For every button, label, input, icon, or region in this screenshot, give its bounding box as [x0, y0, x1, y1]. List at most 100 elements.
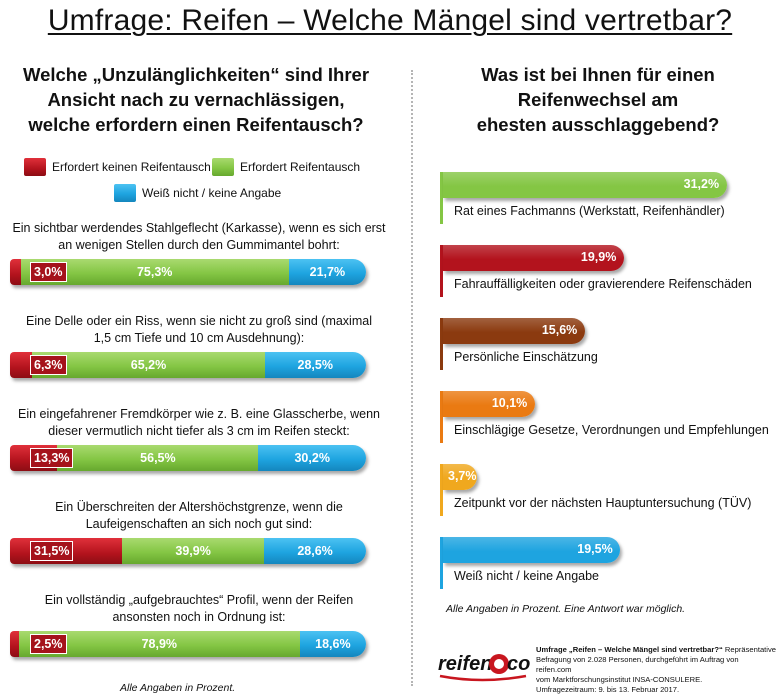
hbar-axis-line	[440, 464, 443, 516]
bar-segment-no-change	[10, 352, 33, 378]
bar-segment-unknown: 28,5%	[264, 352, 366, 378]
hbar-category-label: Fahrauffälligkeiten oder gravierendere R…	[454, 277, 752, 291]
bar-segment-label-no-change: 31,5%	[30, 541, 74, 561]
stacked-row-question: Ein Überschreiten der Altershöchstgrenze…	[6, 499, 392, 535]
bar-segment-label: 56,5%	[140, 451, 176, 465]
hbar-value-label: 3,7%	[448, 469, 477, 483]
left-question: Welche „Unzulänglichkeiten“ sind Ihrer A…	[4, 62, 388, 137]
legend-item-unknown: Weiß nicht / keine Angabe	[114, 184, 281, 202]
bar-segment-label: 65,2%	[130, 358, 167, 372]
stacked-row: Ein Überschreiten der Altershöchstgrenze…	[6, 499, 392, 564]
stacked-row-question-line: Ein vollständig „aufgebrauchtes“ Profil,…	[44, 593, 354, 607]
hbar-value-label: 10,1%	[491, 396, 528, 410]
hbar-category-label: Persönliche Einschätzung	[454, 350, 598, 364]
hbar-category-label: Weiß nicht / keine Angabe	[454, 569, 599, 583]
page-title: Umfrage: Reifen – Welche Mängel sind ver…	[47, 4, 733, 37]
bar-segment-label: 21,7%	[309, 265, 346, 279]
bar-segment-label: 18,6%	[315, 637, 351, 651]
right-question: Was ist bei Ihnen für einen Reifenwechse…	[420, 62, 776, 137]
hbar	[443, 318, 585, 344]
bar-segment-label: 75,3%	[136, 265, 173, 279]
hbar	[443, 172, 727, 198]
bar-segment-label-no-change: 3,0%	[30, 262, 67, 282]
bar-segment-label-no-change: 13,3%	[30, 448, 74, 468]
stacked-row: Ein sichtbar werdendes Stahlgeflecht (Ka…	[6, 220, 392, 285]
stacked-row: Eine Delle oder ein Riss, wenn sie nicht…	[6, 313, 392, 378]
hbar-axis-line	[440, 537, 443, 589]
hbar	[443, 245, 624, 271]
bar-segment-label: 78,9%	[141, 637, 178, 651]
hbar	[443, 537, 621, 563]
stacked-row-question-line: an wenigen Stellen durch den Gummimantel…	[58, 238, 340, 252]
stacked-row-question-line: 1,5 cm Tiefe und 10 cm Ausdehnung):	[93, 331, 305, 345]
source-text: Repräsentative	[722, 645, 776, 654]
stacked-row-question-line: dieser vermutlich nicht tiefer als 3 cm …	[48, 424, 350, 438]
bar-segment-change: 56,5%	[57, 445, 259, 471]
legend-swatch-red	[24, 158, 46, 176]
hbar-value-label: 19,9%	[580, 250, 617, 264]
legend-item-change: Erfordert Reifentausch	[212, 158, 360, 176]
hbar	[443, 464, 477, 490]
legend-swatch-green	[212, 158, 234, 176]
hbar-row: 10,1% Einschlägige Gesetze, Verordnungen …	[440, 391, 770, 443]
left-question-line: Ansicht nach zu vernachlässigen,	[47, 89, 345, 110]
stacked-row: Ein vollständig „aufgebrauchtes“ Profil,…	[6, 592, 392, 657]
hbar-category-label: Rat eines Fachmanns (Werkstatt, Reifenhä…	[454, 204, 725, 218]
legend-swatch-blue	[114, 184, 136, 202]
hbar-row: 19,9% Fahrauffälligkeiten oder gravierend…	[440, 245, 770, 297]
bar-segment-unknown: 21,7%	[288, 259, 366, 285]
stacked-bar: 56,5% 30,2%	[10, 445, 366, 471]
source-text: Befragung von 2.028 Personen, durchgefüh…	[536, 655, 739, 674]
left-question-line: welche erfordern einen Reifentausch?	[28, 114, 364, 135]
stacked-bar: 39,9% 28,6%	[10, 538, 366, 564]
bar-segment-label: 28,5%	[297, 358, 333, 372]
bar-segment-label-no-change: 6,3%	[30, 355, 67, 375]
stacked-row-question: Eine Delle oder ein Riss, wenn sie nicht…	[6, 313, 392, 349]
hbar-axis-line	[440, 172, 443, 224]
stacked-row-question-line: Laufeigenschaften an sich noch gut sind:	[85, 517, 313, 531]
hbar-value-label: 31,2%	[683, 177, 720, 191]
bar-segment-unknown: 28,6%	[264, 538, 366, 564]
legend-label: Weiß nicht / keine Angabe	[142, 186, 282, 200]
stacked-row-question: Ein sichtbar werdendes Stahlgeflecht (Ka…	[6, 220, 392, 256]
source-title: Umfrage „Reifen – Welche Mängel sind ver…	[536, 645, 723, 654]
hbar-row: 31,2% Rat eines Fachmanns (Werkstatt, Rei…	[440, 172, 770, 224]
right-footnote: Alle Angaben in Prozent. Eine Antwort wa…	[446, 603, 686, 615]
reifen-com-logo: reifen com	[436, 646, 548, 684]
hbar-axis-line	[440, 391, 443, 443]
bar-segment-unknown: 30,2%	[258, 445, 366, 471]
legend-item-no-change: Erfordert keinen Reifentausch	[24, 158, 211, 176]
source-note: Umfrage „Reifen – Welche Mängel sind ver…	[536, 645, 776, 695]
bar-segment-label: 28,6%	[297, 544, 333, 558]
hbar-category-label: Zeitpunkt vor der nächsten Hauptuntersuc…	[454, 496, 752, 510]
stacked-row-question-line: ansonsten noch in Ordnung ist:	[112, 610, 286, 624]
hbar-value-label: 19,5%	[577, 542, 613, 556]
stacked-row-question: Ein vollständig „aufgebrauchtes“ Profil,…	[6, 592, 392, 628]
column-divider	[411, 70, 413, 686]
right-question-line: Was ist bei Ihnen für einen	[481, 64, 715, 85]
bar-segment-no-change	[10, 631, 19, 657]
stacked-row-question: Ein eingefahrener Fremdkörper wie z. B. …	[6, 406, 392, 442]
bar-segment-change: 65,2%	[32, 352, 265, 378]
stacked-row-question-line: Ein eingefahrener Fremdkörper wie z. B. …	[18, 407, 380, 421]
bar-segment-change: 39,9%	[122, 538, 265, 564]
bar-segment-no-change	[10, 259, 21, 285]
source-text: Umfragezeitraum: 9. bis 13. Februar 2017…	[536, 685, 680, 694]
logo-text-left: reifen	[438, 653, 492, 675]
left-footnote: Alle Angaben in Prozent.	[120, 682, 236, 694]
hbar-axis-line	[440, 245, 443, 297]
left-question-line: Welche „Unzulänglichkeiten“ sind Ihrer	[22, 64, 370, 85]
stacked-row-question-line: Ein sichtbar werdendes Stahlgeflecht (Ka…	[12, 221, 386, 235]
hbar	[443, 391, 535, 417]
bar-segment-label: 39,9%	[175, 544, 211, 558]
hbar-row: 19,5% Weiß nicht / keine Angabe	[440, 537, 770, 589]
stacked-bar: 65,2% 28,5%	[10, 352, 366, 378]
legend-label: Erfordert Reifentausch	[240, 160, 361, 174]
bar-segment-label-no-change: 2,5%	[30, 634, 67, 654]
hbar-row: 3,7% Zeitpunkt vor der nächsten Hauptunte…	[440, 464, 770, 516]
hbar-value-label: 15,6%	[541, 323, 578, 337]
hbar-category-label: Einschlägige Gesetze, Verordnungen und E…	[454, 423, 769, 437]
stacked-row-question-line: Eine Delle oder ein Riss, wenn sie nicht…	[26, 314, 372, 328]
legend: Erfordert keinen Reifentausch Erfordert …	[0, 152, 400, 204]
source-text: vom Marktforschungsinstitut INSA-CONSULE…	[536, 675, 703, 684]
